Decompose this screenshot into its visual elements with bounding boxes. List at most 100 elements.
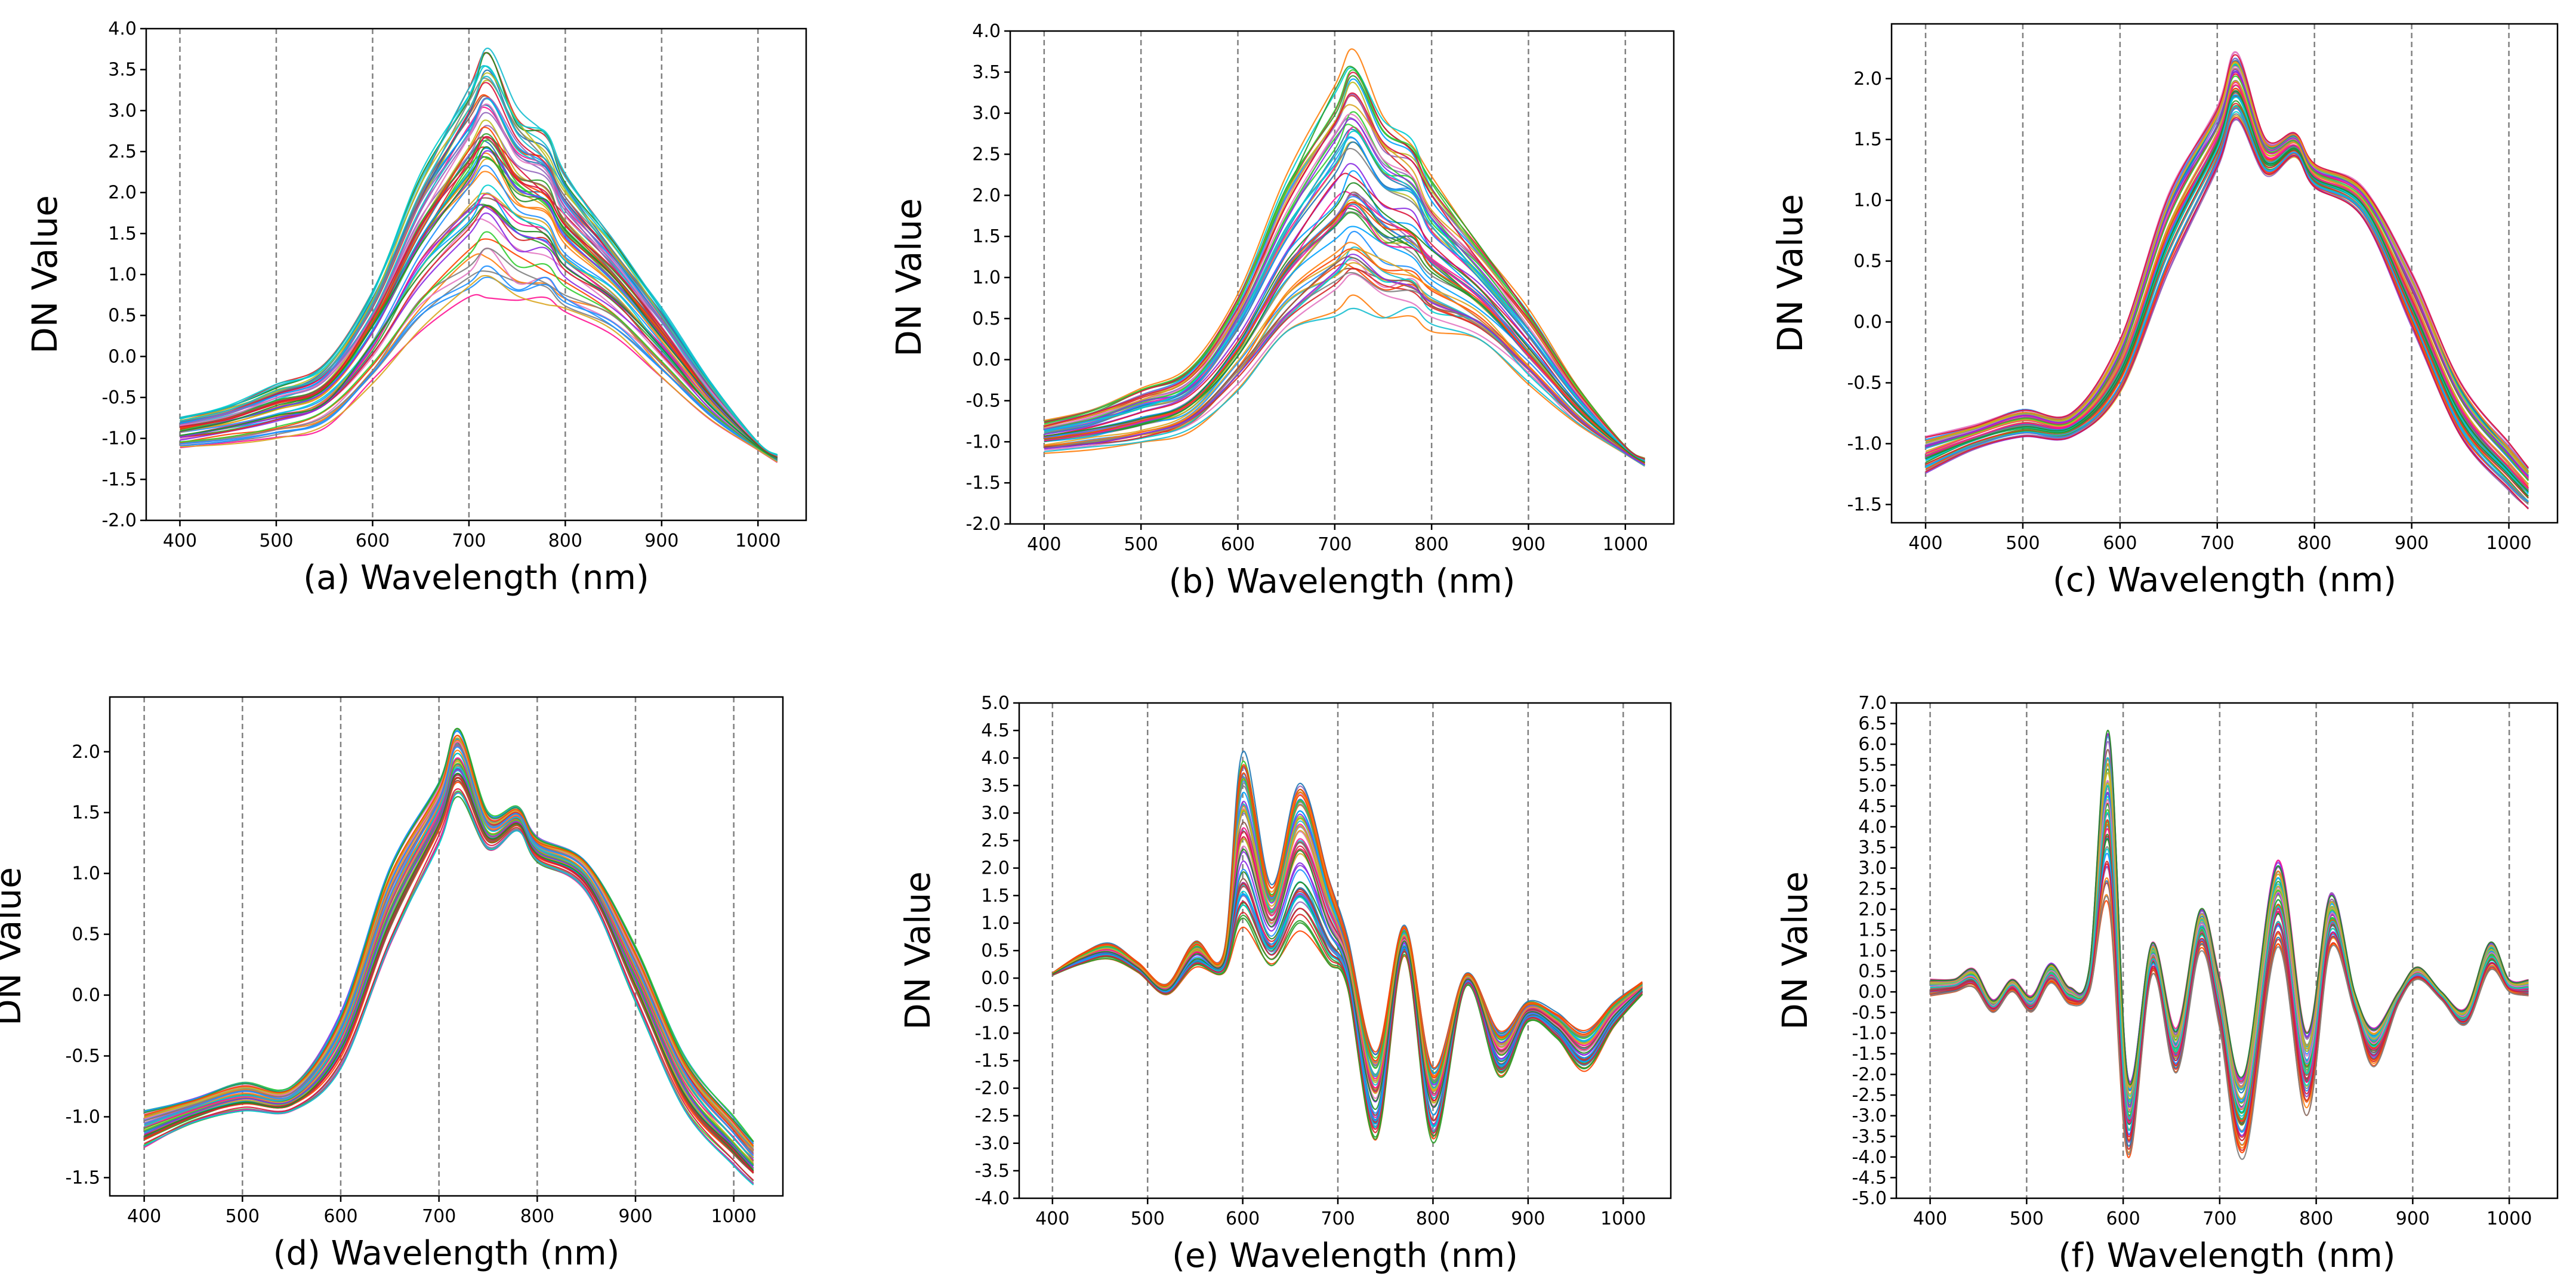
series-line [144, 792, 754, 1186]
series-line [144, 737, 754, 1149]
panel-e-grid [1051, 703, 1624, 1198]
y-tick-label: 3.0 [108, 100, 137, 121]
panel-e: 400 500 600 700 800 900 1000 -4.0 -3.5 -3.0 -2.5 -2… [897, 693, 1672, 1275]
y-tick-label: -2.0 [974, 1078, 1010, 1099]
panel-d-grid [143, 697, 735, 1196]
x-tick-label: 500 [226, 1206, 260, 1227]
x-tick-label: 1000 [1603, 534, 1648, 555]
series-line [1044, 205, 1645, 464]
x-tick-label: 400 [1908, 533, 1942, 554]
x-tick-label: 400 [1913, 1208, 1947, 1229]
panel-e-xlabel: (e) Wavelength (nm) [1172, 1236, 1518, 1275]
x-tick-label: 900 [1511, 534, 1545, 555]
y-tick-label: 1.0 [1858, 940, 1887, 961]
panel-a: 400 500 600 700 800 900 1000 -2.0 -1.5 -1.0 -0.5 0.… [24, 18, 807, 597]
y-tick-label: -1.5 [974, 1050, 1010, 1071]
series-line [1044, 104, 1645, 460]
y-tick-label: 1.5 [72, 803, 100, 824]
x-tick-label: 1000 [1600, 1208, 1646, 1229]
y-tick-label: -2.5 [974, 1106, 1010, 1127]
y-tick-label: -5.0 [1852, 1188, 1887, 1209]
series-line [180, 75, 778, 457]
y-tick-label: 0.0 [1853, 312, 1882, 333]
y-tick-label: -1.5 [1852, 1044, 1887, 1065]
y-tick-label: 4.5 [1858, 796, 1887, 817]
x-tick-label: 800 [1416, 1208, 1450, 1229]
y-tick-label: 0.5 [108, 306, 137, 326]
series-line [1925, 81, 2529, 485]
x-tick-label: 600 [1221, 534, 1255, 555]
series-line [1925, 108, 2529, 503]
x-tick-label: 500 [1131, 1208, 1165, 1229]
y-tick-label: 3.5 [972, 62, 1001, 83]
y-tick-label: 3.5 [108, 60, 137, 81]
y-tick-label: 1.0 [1853, 190, 1882, 211]
y-tick-label: 0.5 [1858, 961, 1887, 982]
y-tick-label: 0.5 [1853, 251, 1882, 272]
series-line [1052, 809, 1643, 1091]
x-tick-label: 500 [1124, 534, 1158, 555]
panel-f-xlabel: (f) Wavelength (nm) [2059, 1236, 2396, 1275]
panel-a-series [180, 47, 778, 463]
x-tick-label: 1000 [735, 531, 780, 551]
y-tick-label: 5.0 [1858, 775, 1887, 796]
y-tick-label: 1.5 [972, 226, 1001, 247]
panel-f: 400 500 600 700 800 900 1000 -5.0-4.5-4.0-3.5-3… [1775, 693, 2559, 1275]
x-tick-label: 700 [2200, 533, 2234, 554]
panel-f-ylabel: DN Value [1775, 871, 1815, 1030]
y-tick-label: 5.5 [1858, 755, 1887, 776]
x-tick-label: 600 [323, 1206, 357, 1227]
series-line [1052, 869, 1643, 1116]
y-tick-label: 0.0 [72, 985, 100, 1006]
y-tick-label: 2.0 [972, 185, 1001, 206]
series-line [1044, 254, 1645, 465]
panel-d-series [144, 727, 754, 1186]
series-line [1930, 800, 2529, 1112]
panel-c-axes-frame [1890, 23, 2559, 524]
y-tick-label: -1.5 [101, 469, 137, 490]
panel-b-ticks: 400 500 600 700 800 900 1000 -2.0 -1.5 -1.0 -0.5 0.… [965, 21, 1648, 555]
x-tick-label: 700 [1318, 534, 1352, 555]
series-line [1052, 900, 1643, 1134]
series-line [1044, 182, 1645, 463]
series-line [180, 253, 778, 462]
series-line [180, 97, 778, 457]
panel-c-xlabel: (c) Wavelength (nm) [2053, 561, 2396, 600]
panel-e-ticks: 400 500 600 700 800 900 1000 -4.0 -3.5 -3.0 -2.5 -2… [974, 693, 1646, 1229]
y-tick-label: 2.5 [108, 141, 137, 162]
series-line [1930, 812, 2529, 1120]
y-tick-label: -4.0 [974, 1188, 1010, 1209]
panel-c-ylabel: DN Value [1770, 194, 1810, 353]
y-tick-label: 2.5 [972, 144, 1001, 165]
y-tick-label: -0.5 [65, 1046, 100, 1067]
panel-e-series [1052, 751, 1643, 1144]
series-line [1044, 272, 1645, 465]
y-tick-label: -4.5 [1852, 1167, 1887, 1188]
x-tick-label: 400 [163, 531, 197, 551]
series-line [180, 146, 778, 459]
series-line [1044, 147, 1645, 462]
y-tick-label: 0.0 [972, 350, 1001, 371]
panel-b-ylabel: DN Value [889, 198, 929, 357]
y-tick-label: -0.5 [1852, 1003, 1887, 1023]
panel-b-xlabel: (b) Wavelength (nm) [1169, 562, 1516, 601]
x-tick-label: 600 [356, 531, 390, 551]
series-line [1044, 137, 1645, 462]
x-tick-label: 1000 [2486, 533, 2531, 554]
series-line [144, 773, 754, 1171]
y-tick-label: -0.5 [1847, 373, 1882, 394]
y-tick-label: 2.0 [1858, 899, 1887, 920]
y-tick-label: 1.5 [1853, 129, 1882, 150]
y-tick-label: 6.0 [1858, 734, 1887, 755]
series-line [1925, 84, 2529, 489]
y-tick-label: 2.0 [108, 183, 137, 203]
series-line [1930, 895, 2529, 1160]
x-tick-label: 800 [520, 1206, 554, 1227]
y-tick-label: 3.5 [981, 775, 1010, 796]
y-tick-label: 5.0 [981, 693, 1010, 714]
panel-e-ylabel: DN Value [897, 871, 938, 1030]
series-line [144, 747, 754, 1156]
x-tick-label: 700 [452, 531, 486, 551]
y-tick-label: -1.0 [1852, 1023, 1887, 1044]
x-tick-label: 800 [2297, 533, 2331, 554]
